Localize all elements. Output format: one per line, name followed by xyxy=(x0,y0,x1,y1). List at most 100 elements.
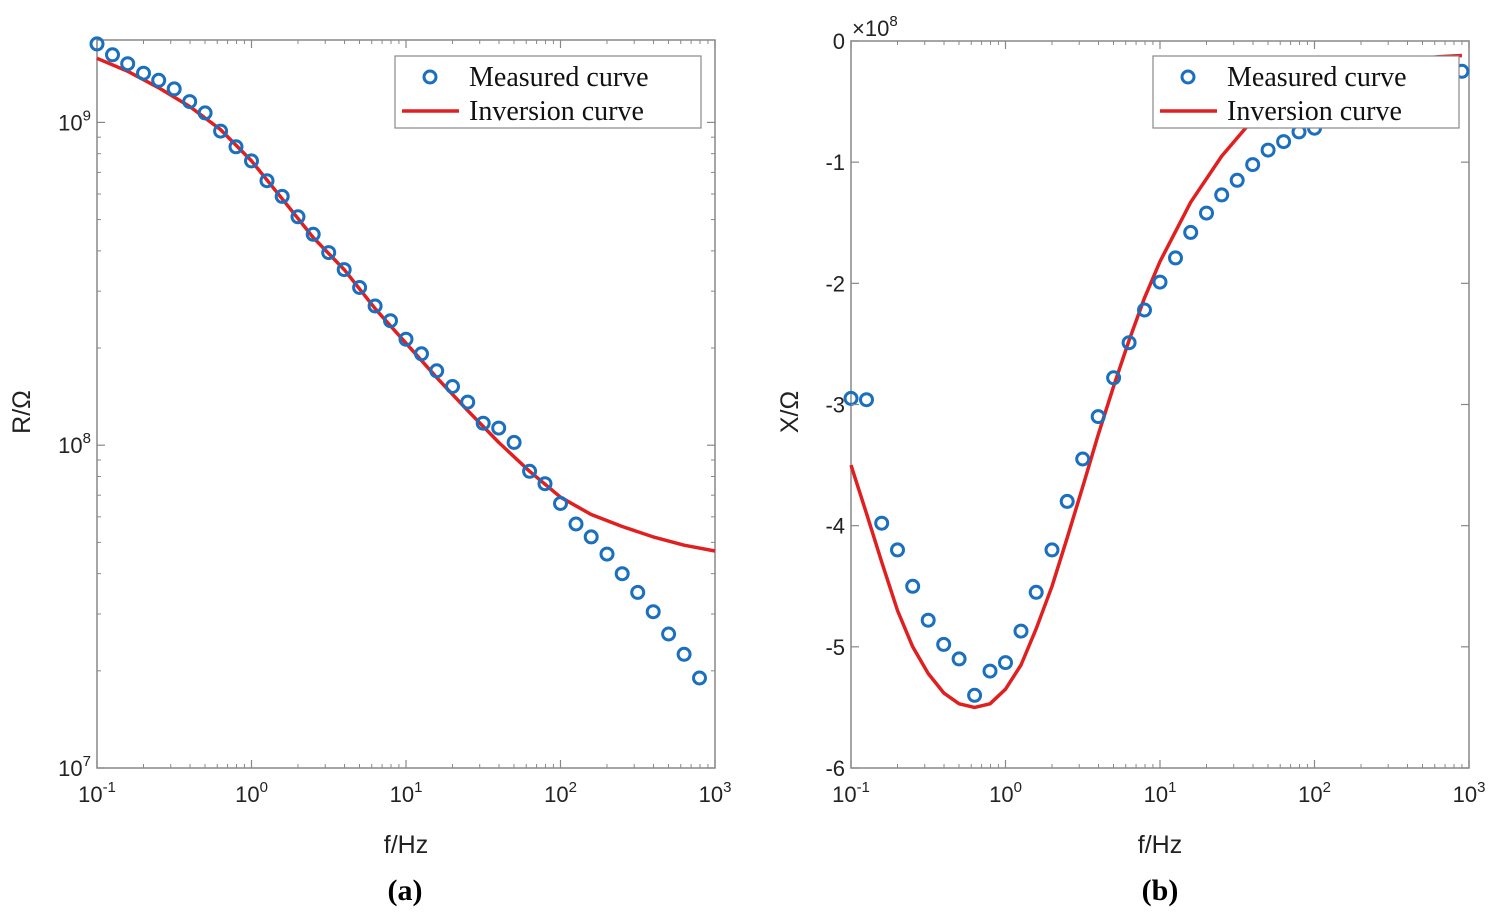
measured-point-b-19 xyxy=(1137,302,1152,318)
measured-point-b-11 xyxy=(1013,623,1029,639)
y-multiplier-prefix-b: ×10 xyxy=(852,16,889,41)
measured-point-a-1 xyxy=(105,47,120,63)
x-tick-label-a-3: 102 xyxy=(544,779,577,807)
measured-point-b-20 xyxy=(1152,274,1168,290)
measured-point-a-24 xyxy=(460,394,476,410)
measured-point-b-10 xyxy=(998,655,1013,671)
measured-point-b-15 xyxy=(1075,451,1091,467)
x-tick-label-a-4: 103 xyxy=(699,779,732,807)
measured-point-b-18 xyxy=(1121,335,1137,351)
legend-b: Measured curve Inversion curve xyxy=(1152,55,1460,129)
x-tick-label-b-3: 102 xyxy=(1298,779,1331,807)
measured-point-b-16 xyxy=(1090,409,1106,425)
measured-point-a-34 xyxy=(614,566,630,582)
plot-area-b xyxy=(850,40,1470,769)
legend-label-measured-b: Measured curve xyxy=(1227,62,1407,93)
measured-point-a-2 xyxy=(120,56,136,72)
y-tick-label-b-6: -6 xyxy=(825,756,845,781)
measured-point-b-17 xyxy=(1106,370,1122,386)
y-axis-label-a: R/Ω xyxy=(8,390,36,434)
measured-point-b-9 xyxy=(982,663,998,679)
measured-point-b-13 xyxy=(1044,542,1060,558)
x-tick-label-a-0: 10-1 xyxy=(78,779,116,807)
measured-point-b-27 xyxy=(1260,142,1276,158)
x-tick-label-b-1: 100 xyxy=(989,779,1022,807)
measured-point-a-14 xyxy=(305,226,321,242)
x-tick-label-b-2: 101 xyxy=(1144,779,1177,807)
measured-point-a-13 xyxy=(290,209,306,225)
measured-point-a-5 xyxy=(166,81,182,97)
y-multiplier-exponent-b: 8 xyxy=(889,13,897,30)
measured-point-a-0 xyxy=(89,36,105,52)
measured-point-b-21 xyxy=(1168,250,1183,266)
measured-point-b-14 xyxy=(1059,493,1075,509)
measured-point-a-37 xyxy=(661,626,677,642)
legend-marker-measured-b xyxy=(1180,69,1196,85)
measured-point-a-8 xyxy=(213,123,229,139)
legend-box-b xyxy=(1152,55,1460,129)
measured-point-a-18 xyxy=(367,298,383,314)
measured-point-a-31 xyxy=(568,516,584,532)
measured-point-a-16 xyxy=(336,262,352,278)
measured-point-b-1 xyxy=(859,392,874,408)
panel-a: Measured curve Inversion curve 10-1 100 10… xyxy=(8,36,732,907)
measured-point-a-27 xyxy=(506,434,522,450)
measured-point-a-19 xyxy=(383,313,398,329)
measured-point-b-5 xyxy=(920,612,936,628)
measured-point-a-32 xyxy=(583,529,599,545)
x-tick-label-b-4: 103 xyxy=(1453,779,1486,807)
measured-point-b-12 xyxy=(1028,584,1044,600)
measured-point-a-10 xyxy=(244,153,259,169)
panel-label-a: (a) xyxy=(388,874,423,907)
measured-point-b-25 xyxy=(1229,172,1245,188)
x-tick-label-a-2: 101 xyxy=(390,779,423,807)
measured-point-a-20 xyxy=(398,331,414,347)
measured-point-b-26 xyxy=(1245,157,1261,173)
measured-point-b-23 xyxy=(1199,205,1214,221)
measured-point-a-7 xyxy=(197,105,213,121)
legend-label-inversion-b: Inversion curve xyxy=(1227,96,1402,127)
panel-label-b: (b) xyxy=(1142,874,1179,907)
y-tick-label-a-1: 108 xyxy=(58,430,91,458)
y-tick-label-b-3: -3 xyxy=(825,393,845,418)
measured-point-a-11 xyxy=(259,173,275,189)
x-tick-label-a-1: 100 xyxy=(235,779,268,807)
legend-label-inversion-a: Inversion curve xyxy=(469,96,644,127)
measured-point-b-3 xyxy=(890,542,905,558)
measured-point-a-6 xyxy=(182,94,198,110)
y-multiplier-label-b: ×108 xyxy=(852,13,898,41)
measured-point-a-30 xyxy=(553,496,568,511)
y-tick-label-b-1: -1 xyxy=(825,150,845,175)
measured-point-b-8 xyxy=(967,687,983,703)
y-tick-label-b-4: -4 xyxy=(825,514,845,539)
measured-point-b-22 xyxy=(1183,224,1199,240)
measured-point-a-28 xyxy=(522,463,538,479)
measured-point-b-2 xyxy=(874,515,890,531)
y-tick-label-b-5: -5 xyxy=(825,635,845,660)
measured-point-b-28 xyxy=(1276,134,1292,150)
x-tick-label-b-0: 10-1 xyxy=(832,779,870,807)
measured-point-b-6 xyxy=(936,636,952,652)
measured-point-a-39 xyxy=(692,670,707,686)
y-tick-label-a-2: 109 xyxy=(58,107,91,135)
y-tick-label-a-0: 107 xyxy=(58,753,91,781)
measured-point-a-36 xyxy=(645,604,661,620)
legend-marker-measured-a xyxy=(422,69,438,85)
y-axis-label-b: X/Ω xyxy=(776,391,804,433)
measured-point-b-4 xyxy=(905,578,921,594)
measured-point-b-24 xyxy=(1214,187,1230,203)
measured-point-a-17 xyxy=(352,280,368,295)
y-tick-label-b-2: -2 xyxy=(825,271,845,296)
legend-a: Measured curve Inversion curve xyxy=(394,55,702,129)
measured-point-a-12 xyxy=(274,188,290,204)
measured-point-a-22 xyxy=(429,363,445,379)
measured-point-a-35 xyxy=(630,584,646,600)
measured-point-a-33 xyxy=(599,546,615,562)
measured-point-a-25 xyxy=(475,415,491,431)
measured-point-a-9 xyxy=(228,139,244,155)
measured-point-a-38 xyxy=(676,646,692,662)
x-axis-label-b: f/Hz xyxy=(1138,831,1182,859)
y-tick-label-b-0: 0 xyxy=(833,29,845,54)
measured-point-b-7 xyxy=(951,651,967,667)
